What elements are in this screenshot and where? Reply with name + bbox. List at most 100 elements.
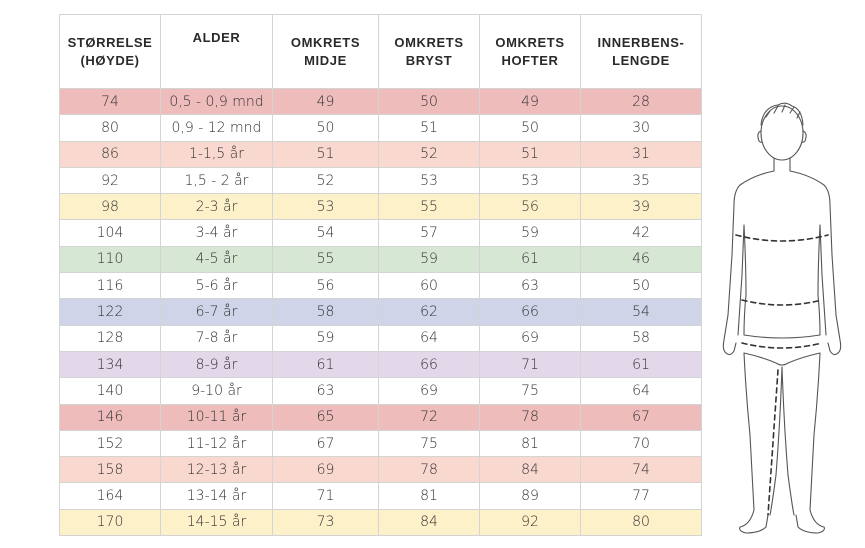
cell-chest: 72 [378, 403, 480, 431]
cell-inseam: 31 [580, 140, 702, 168]
cell-inseam: 42 [580, 219, 702, 247]
cell-age: 8-9 år [160, 350, 273, 379]
cell-hips: 89 [479, 482, 581, 510]
table-row: 116 5-6 år 56 60 63 50 [59, 272, 702, 300]
cell-chest: 60 [378, 272, 480, 300]
cell-inseam: 46 [580, 245, 702, 274]
cell-hips: 69 [479, 324, 581, 352]
cell-size: 110 [59, 245, 161, 274]
cell-inseam: 50 [580, 272, 702, 300]
table-row: 92 1,5 - 2 år 52 53 53 35 [59, 166, 702, 195]
cell-waist: 51 [272, 140, 379, 168]
child-figure-illustration [722, 102, 842, 534]
cell-hips: 49 [479, 87, 581, 116]
table-row: 158 12-13 år 69 78 84 74 [59, 456, 702, 484]
cell-age: 0,5 - 0,9 mnd [160, 87, 273, 116]
table-row: 164 13-14 år 71 81 89 77 [59, 482, 702, 510]
cell-size: 80 [59, 114, 161, 142]
cell-hips: 53 [479, 166, 581, 195]
cell-hips: 81 [479, 429, 581, 458]
cell-age: 2-3 år [160, 193, 273, 221]
cell-waist: 69 [272, 456, 379, 484]
cell-waist: 52 [272, 166, 379, 195]
cell-age: 7-8 år [160, 324, 273, 352]
cell-inseam: 67 [580, 403, 702, 431]
table-row: 128 7-8 år 59 64 69 58 [59, 324, 702, 352]
cell-hips: 63 [479, 272, 581, 300]
cell-age: 6-7 år [160, 298, 273, 326]
cell-chest: 53 [378, 166, 480, 195]
cell-chest: 51 [378, 114, 480, 142]
table-row: 140 9-10 år 63 69 75 64 [59, 377, 702, 405]
cell-chest: 59 [378, 245, 480, 274]
cell-age: 4-5 år [160, 245, 273, 274]
cell-age: 13-14 år [160, 482, 273, 510]
cell-size: 164 [59, 482, 161, 510]
header-size: STØRRELSE (HØYDE) [59, 14, 161, 89]
cell-size: 146 [59, 403, 161, 431]
cell-inseam: 74 [580, 456, 702, 484]
cell-hips: 59 [479, 219, 581, 247]
cell-inseam: 80 [580, 508, 702, 537]
cell-size: 98 [59, 193, 161, 221]
header-chest: OMKRETS BRYST [378, 14, 480, 89]
table-row: 134 8-9 år 61 66 71 61 [59, 350, 702, 379]
cell-age: 0,9 - 12 mnd [160, 114, 273, 142]
cell-inseam: 58 [580, 324, 702, 352]
cell-age: 5-6 år [160, 272, 273, 300]
cell-waist: 58 [272, 298, 379, 326]
table-row: 104 3-4 år 54 57 59 42 [59, 219, 702, 247]
cell-size: 92 [59, 166, 161, 195]
header-waist: OMKRETS MIDJE [272, 14, 379, 89]
cell-hips: 50 [479, 114, 581, 142]
table-row: 146 10-11 år 65 72 78 67 [59, 403, 702, 431]
table-row: 74 0,5 - 0,9 mnd 49 50 49 28 [59, 87, 702, 116]
cell-waist: 59 [272, 324, 379, 352]
cell-chest: 57 [378, 219, 480, 247]
cell-chest: 64 [378, 324, 480, 352]
cell-inseam: 61 [580, 350, 702, 379]
cell-size: 134 [59, 350, 161, 379]
cell-waist: 71 [272, 482, 379, 510]
cell-chest: 66 [378, 350, 480, 379]
cell-chest: 78 [378, 456, 480, 484]
cell-inseam: 70 [580, 429, 702, 458]
cell-hips: 92 [479, 508, 581, 537]
cell-waist: 73 [272, 508, 379, 537]
cell-age: 1-1,5 år [160, 140, 273, 168]
cell-hips: 71 [479, 350, 581, 379]
cell-age: 9-10 år [160, 377, 273, 405]
table-row: 86 1-1,5 år 51 52 51 31 [59, 140, 702, 168]
cell-waist: 56 [272, 272, 379, 300]
cell-chest: 81 [378, 482, 480, 510]
cell-chest: 55 [378, 193, 480, 221]
cell-age: 3-4 år [160, 219, 273, 247]
header-inseam: INNERBENS- LENGDE [580, 14, 702, 89]
cell-inseam: 64 [580, 377, 702, 405]
cell-waist: 61 [272, 350, 379, 379]
cell-size: 116 [59, 272, 161, 300]
cell-inseam: 54 [580, 298, 702, 326]
cell-hips: 61 [479, 245, 581, 274]
cell-size: 104 [59, 219, 161, 247]
cell-waist: 50 [272, 114, 379, 142]
size-chart-table: STØRRELSE (HØYDE) ALDER OMKRETS MIDJE OMKR… [59, 14, 702, 537]
header-row: STØRRELSE (HØYDE) ALDER OMKRETS MIDJE OMKR… [59, 14, 702, 89]
cell-waist: 55 [272, 245, 379, 274]
cell-waist: 67 [272, 429, 379, 458]
cell-waist: 53 [272, 193, 379, 221]
table-row: 80 0,9 - 12 mnd 50 51 50 30 [59, 114, 702, 142]
table-row: 152 11-12 år 67 75 81 70 [59, 429, 702, 458]
table-row: 110 4-5 år 55 59 61 46 [59, 245, 702, 274]
cell-age: 10-11 år [160, 403, 273, 431]
cell-inseam: 39 [580, 193, 702, 221]
cell-size: 140 [59, 377, 161, 405]
cell-size: 122 [59, 298, 161, 326]
cell-chest: 75 [378, 429, 480, 458]
cell-inseam: 77 [580, 482, 702, 510]
cell-hips: 84 [479, 456, 581, 484]
cell-inseam: 35 [580, 166, 702, 195]
header-hips: OMKRETS HOFTER [479, 14, 581, 89]
cell-chest: 84 [378, 508, 480, 537]
cell-age: 12-13 år [160, 456, 273, 484]
